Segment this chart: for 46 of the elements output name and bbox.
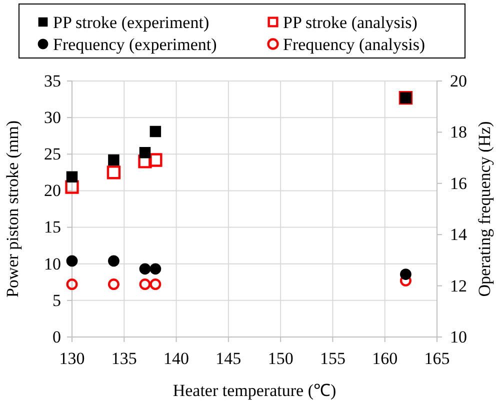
point [65,180,79,194]
y-tick-label: 35 [44,71,61,90]
legend-label: PP stroke (analysis) [283,13,418,32]
point [66,255,78,267]
x-axis-title: Heater temperature (℃) [172,381,336,400]
x-tick-label: 145 [216,349,242,368]
y2-tick-label: 20 [450,71,467,90]
y-tick-label: 10 [44,254,61,274]
y2-tick-label: 10 [450,327,467,346]
y-tick-label: 20 [44,181,61,200]
point [66,278,78,290]
point [138,154,152,168]
y-axis-title: Power piston stroke (mm) [3,120,22,298]
x-tick-label: 130 [59,349,85,368]
y2-tick-label: 18 [450,122,467,142]
y2-tick-label: 12 [450,276,467,296]
y2-tick-label: 16 [450,174,467,193]
point [148,153,162,167]
point [108,278,120,290]
point [66,171,78,182]
point [150,278,162,290]
y-tick-label: 0 [52,327,61,346]
point [150,263,162,275]
legend-label: PP stroke (experiment) [53,13,210,32]
point [139,278,151,290]
y2-tick-label: 14 [450,225,468,244]
x-tick-label: 135 [111,349,137,368]
legend-label: Frequency (analysis) [283,35,426,54]
y-tick-label: 15 [44,218,61,237]
point [139,147,151,158]
x-tick-label: 150 [268,349,294,368]
x-tick-label: 140 [164,349,190,368]
y-tick-label: 25 [44,144,61,164]
point [106,166,121,180]
point [108,255,120,267]
x-tick-label: 160 [372,349,398,368]
point [150,126,162,138]
point [108,154,120,166]
y-tick-label: 30 [44,108,61,128]
x-tick-label: 155 [320,349,346,368]
x-tick-label: 165 [424,349,450,368]
y2-axis-title: Operating frequency (Hz) [475,121,494,297]
point [400,268,412,280]
point [139,263,151,275]
y-tick-label: 5 [52,290,61,310]
legend-label: Frequency (experiment) [53,35,217,54]
